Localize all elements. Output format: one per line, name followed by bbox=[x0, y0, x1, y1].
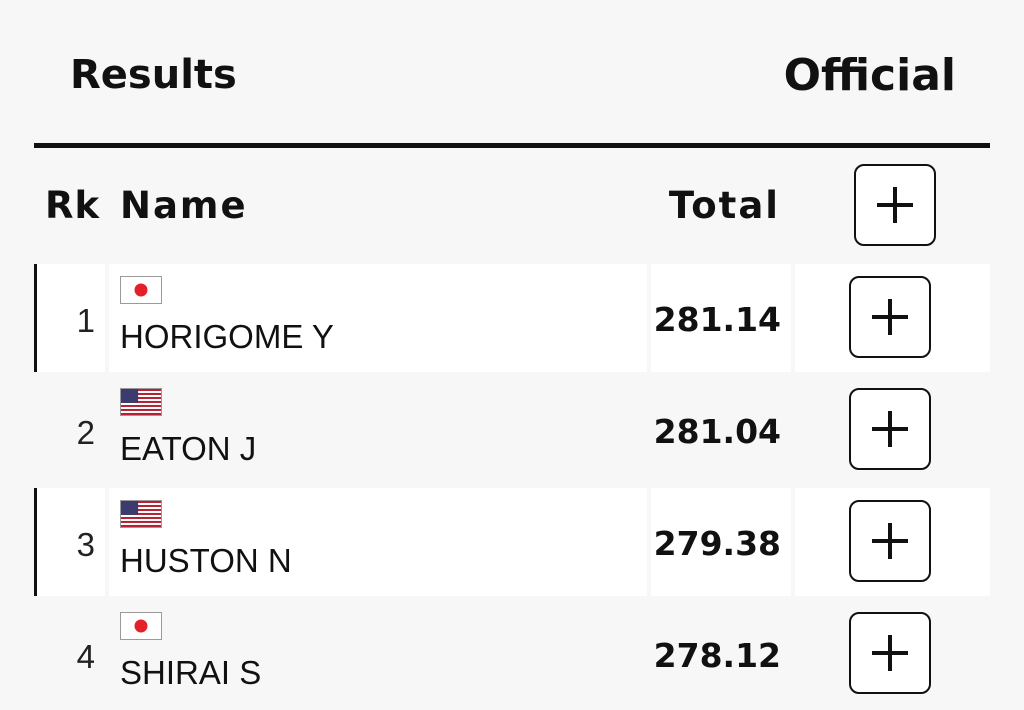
athlete-name: HUSTON N bbox=[120, 542, 292, 579]
athlete-name: HORIGOME Y bbox=[120, 318, 334, 355]
total-score: 281.04 bbox=[653, 412, 781, 451]
expand-row-button[interactable] bbox=[849, 276, 931, 358]
expand-row-button[interactable] bbox=[849, 500, 931, 582]
column-header-rank: Rk bbox=[45, 184, 101, 227]
usa-flag-icon bbox=[120, 388, 162, 416]
total-score: 278.12 bbox=[653, 636, 781, 675]
rank-value: 2 bbox=[76, 414, 95, 451]
expand-row-button[interactable] bbox=[849, 388, 931, 470]
table-row: 1 HORIGOME Y 281.14 bbox=[34, 262, 990, 374]
results-header: Results Official bbox=[34, 44, 990, 148]
official-status-label: Official bbox=[783, 50, 956, 101]
rank-value: 3 bbox=[76, 526, 95, 563]
plus-icon bbox=[872, 411, 908, 447]
rank-value: 4 bbox=[76, 638, 95, 675]
athlete-name: SHIRAI S bbox=[120, 654, 262, 691]
table-row: 2 EATON J 281.04 bbox=[34, 374, 990, 486]
japan-flag-icon bbox=[120, 612, 162, 640]
results-title: Results bbox=[70, 52, 237, 98]
usa-flag-icon bbox=[120, 500, 162, 528]
plus-icon bbox=[877, 187, 913, 223]
athlete-name: EATON J bbox=[120, 430, 257, 467]
column-header-total: Total bbox=[668, 184, 780, 227]
column-header-name: Name bbox=[120, 184, 248, 227]
plus-icon bbox=[872, 635, 908, 671]
rank-value: 1 bbox=[76, 302, 95, 339]
japan-flag-icon bbox=[120, 276, 162, 304]
table-row: 3 HUSTON N 279.38 bbox=[34, 486, 990, 598]
expand-row-button[interactable] bbox=[849, 612, 931, 694]
expand-all-button[interactable] bbox=[854, 164, 936, 246]
column-header-row: Rk Name Total bbox=[34, 160, 990, 256]
plus-icon bbox=[872, 299, 908, 335]
plus-icon bbox=[872, 523, 908, 559]
results-table: 1 HORIGOME Y 281.14 2 bbox=[34, 262, 990, 710]
total-score: 281.14 bbox=[653, 300, 781, 339]
total-score: 279.38 bbox=[653, 524, 781, 563]
table-row: 4 SHIRAI S 278.12 bbox=[34, 598, 990, 710]
